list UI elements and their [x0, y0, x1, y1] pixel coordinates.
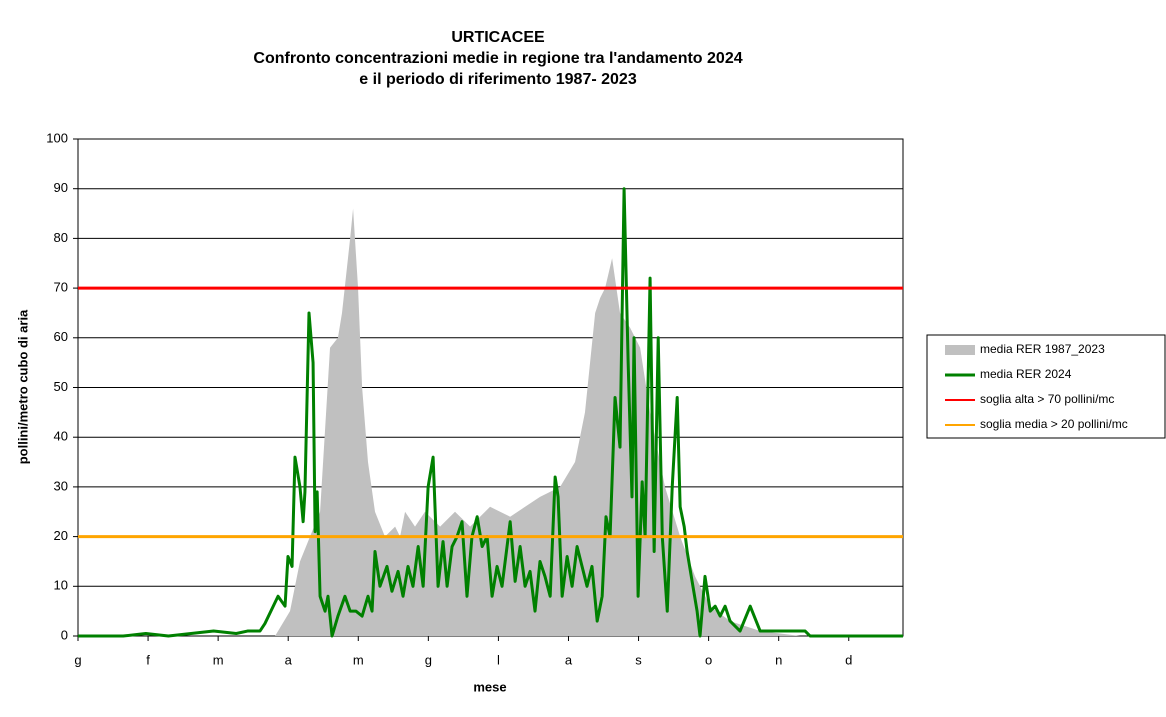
x-tick-label: g	[74, 652, 81, 667]
y-tick-label: 90	[54, 180, 68, 195]
y-tick-label: 100	[46, 130, 68, 145]
line	[78, 187, 903, 638]
y-tick-label: 10	[54, 578, 68, 593]
x-tick-label: o	[705, 652, 712, 667]
x-tick-label: n	[775, 652, 782, 667]
y-label: pollini/metro cubo di aria	[15, 309, 30, 464]
title: e il periodo di riferimento 1987- 2023	[359, 71, 637, 88]
x-tick-label: l	[497, 652, 500, 667]
title: URTICACEE	[451, 29, 545, 46]
y-tick-label: 70	[54, 280, 68, 295]
y-tick-label: 50	[54, 379, 68, 394]
y-tick-label: 80	[54, 230, 68, 245]
y-tick-label: 20	[54, 528, 68, 543]
x-tick-label: d	[845, 652, 852, 667]
x-tick-label: a	[565, 652, 573, 667]
legend-label: media RER 2024	[980, 367, 1072, 381]
x-tick-label: f	[146, 652, 150, 667]
y-tick-label: 60	[54, 329, 68, 344]
legend-label: soglia alta > 70 pollini/mc	[980, 392, 1114, 406]
legend-label: soglia media > 20 pollini/mc	[980, 417, 1128, 431]
x-tick-label: s	[635, 652, 642, 667]
y-tick-label: 0	[61, 627, 68, 642]
legend-label: media RER 1987_2023	[980, 342, 1105, 356]
x-tick-label: m	[353, 652, 364, 667]
title: Confronto concentrazioni medie in region…	[253, 50, 742, 67]
y-tick-label: 30	[54, 478, 68, 493]
legend-swatch	[945, 345, 975, 355]
area	[78, 208, 903, 636]
x-tick-label: g	[425, 652, 432, 667]
x-tick-label: a	[285, 652, 293, 667]
y-tick-label: 40	[54, 429, 68, 444]
x-tick-label: m	[213, 652, 224, 667]
x-label: mese	[473, 679, 506, 694]
